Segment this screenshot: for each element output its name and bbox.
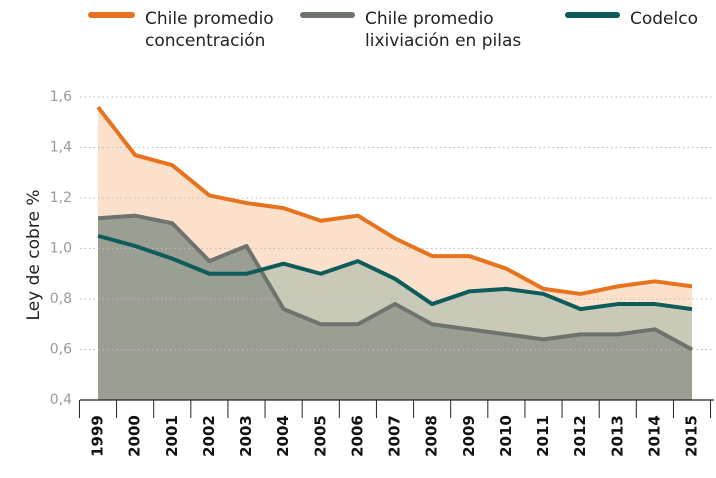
x-tick-label: 2001 — [163, 415, 181, 457]
legend-label: Chile promedio concentración — [145, 9, 274, 51]
line — [97, 213, 693, 352]
y-tick-label: 1,4 — [50, 140, 72, 156]
x-tick-label: 2006 — [348, 415, 366, 457]
y-tick-label: 0,6 — [50, 342, 72, 358]
x-tick-label: 2008 — [423, 415, 441, 457]
x-tick-label: 2010 — [497, 415, 515, 457]
legend-swatch — [300, 12, 355, 18]
y-tick-label: 0,8 — [50, 291, 72, 307]
x-tick-label: 2003 — [237, 415, 255, 457]
line — [96, 105, 693, 296]
y-tick-label: 1,2 — [50, 190, 72, 206]
x-tick-label: 2004 — [274, 415, 292, 457]
x-tick-label: 2015 — [683, 415, 701, 457]
line — [97, 233, 693, 312]
x-tick-label: 2005 — [311, 415, 329, 457]
x-tick-label: 2000 — [126, 415, 144, 457]
x-tick-label: 2012 — [571, 415, 589, 457]
legend-swatch — [88, 12, 135, 18]
y-tick-label: 0,4 — [50, 392, 72, 408]
x-tick-label: 2011 — [534, 415, 552, 457]
x-tick-label: 2002 — [200, 415, 218, 457]
x-tick-label: 2013 — [608, 415, 626, 457]
x-tick-label: 2007 — [386, 415, 404, 457]
legend-label: Codelco — [630, 9, 698, 29]
area — [98, 215, 692, 400]
y-tick-label: 1,0 — [50, 241, 72, 257]
x-tick-label: 2009 — [460, 415, 478, 457]
legend-label: Chile promedio lixiviación en pilas — [365, 9, 522, 51]
x-tick-label: 1999 — [89, 415, 107, 457]
x-tick-label: 2014 — [645, 415, 663, 457]
legend-swatch — [565, 12, 620, 18]
y-axis-label: Ley de cobre % — [24, 190, 44, 321]
y-tick-label: 1,6 — [50, 89, 72, 105]
